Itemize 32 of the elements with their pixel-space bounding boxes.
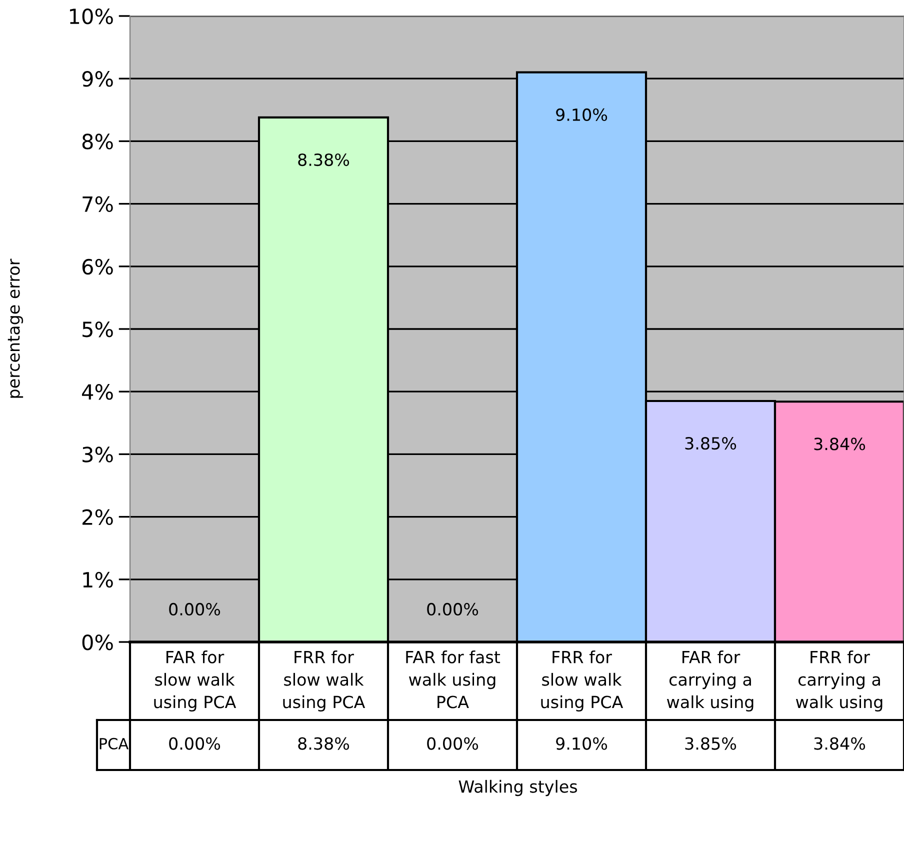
y-tick-label: 8% <box>82 134 113 150</box>
text: 3.84% <box>814 438 866 450</box>
data-label: 3.84% <box>814 737 866 750</box>
x-tick-label: FAR for slow walk using PCA <box>154 650 236 712</box>
x-tick-label: FAR for carrying a walk using <box>666 650 754 712</box>
y-tick-label: 3% <box>82 446 113 462</box>
y-tick-label: 6% <box>82 258 113 275</box>
text: 0.00% <box>169 602 220 616</box>
y-tick-label: 10% <box>70 8 113 24</box>
x-tick-label: FRR for slow walk using PCA <box>541 650 624 712</box>
y-axis-title: percentage error <box>8 258 24 398</box>
data-label: 8.38% <box>298 737 350 750</box>
data-label: 0.00% <box>427 737 478 750</box>
x-tick-label: FRR for carrying a walk using <box>796 650 882 712</box>
x-tick-label: FAR for fast walk using PCA <box>406 650 500 708</box>
text: 3.85% <box>685 437 736 450</box>
y-tick-label: 7% <box>82 196 113 212</box>
data-label: 3.85% <box>685 737 736 750</box>
y-tick-label: 1% <box>83 572 113 588</box>
y-tick-label: 2% <box>82 509 113 526</box>
x-axis-title: Walking styles <box>458 780 578 796</box>
text: 8.38% <box>298 153 350 166</box>
data-label: 9.10% <box>556 737 608 750</box>
legend-label: PCA <box>100 738 129 750</box>
data-label: 0.00% <box>169 737 220 750</box>
text: 0.00% <box>427 602 478 616</box>
y-tick-label: 0% <box>82 634 113 650</box>
text: 9.10% <box>556 108 608 121</box>
y-tick-label: 5% <box>82 321 113 338</box>
y-tick-label: 9% <box>82 71 113 87</box>
y-tick-label: 4% <box>82 384 113 400</box>
x-tick-label: FRR for slow walk using PCA <box>283 650 366 712</box>
